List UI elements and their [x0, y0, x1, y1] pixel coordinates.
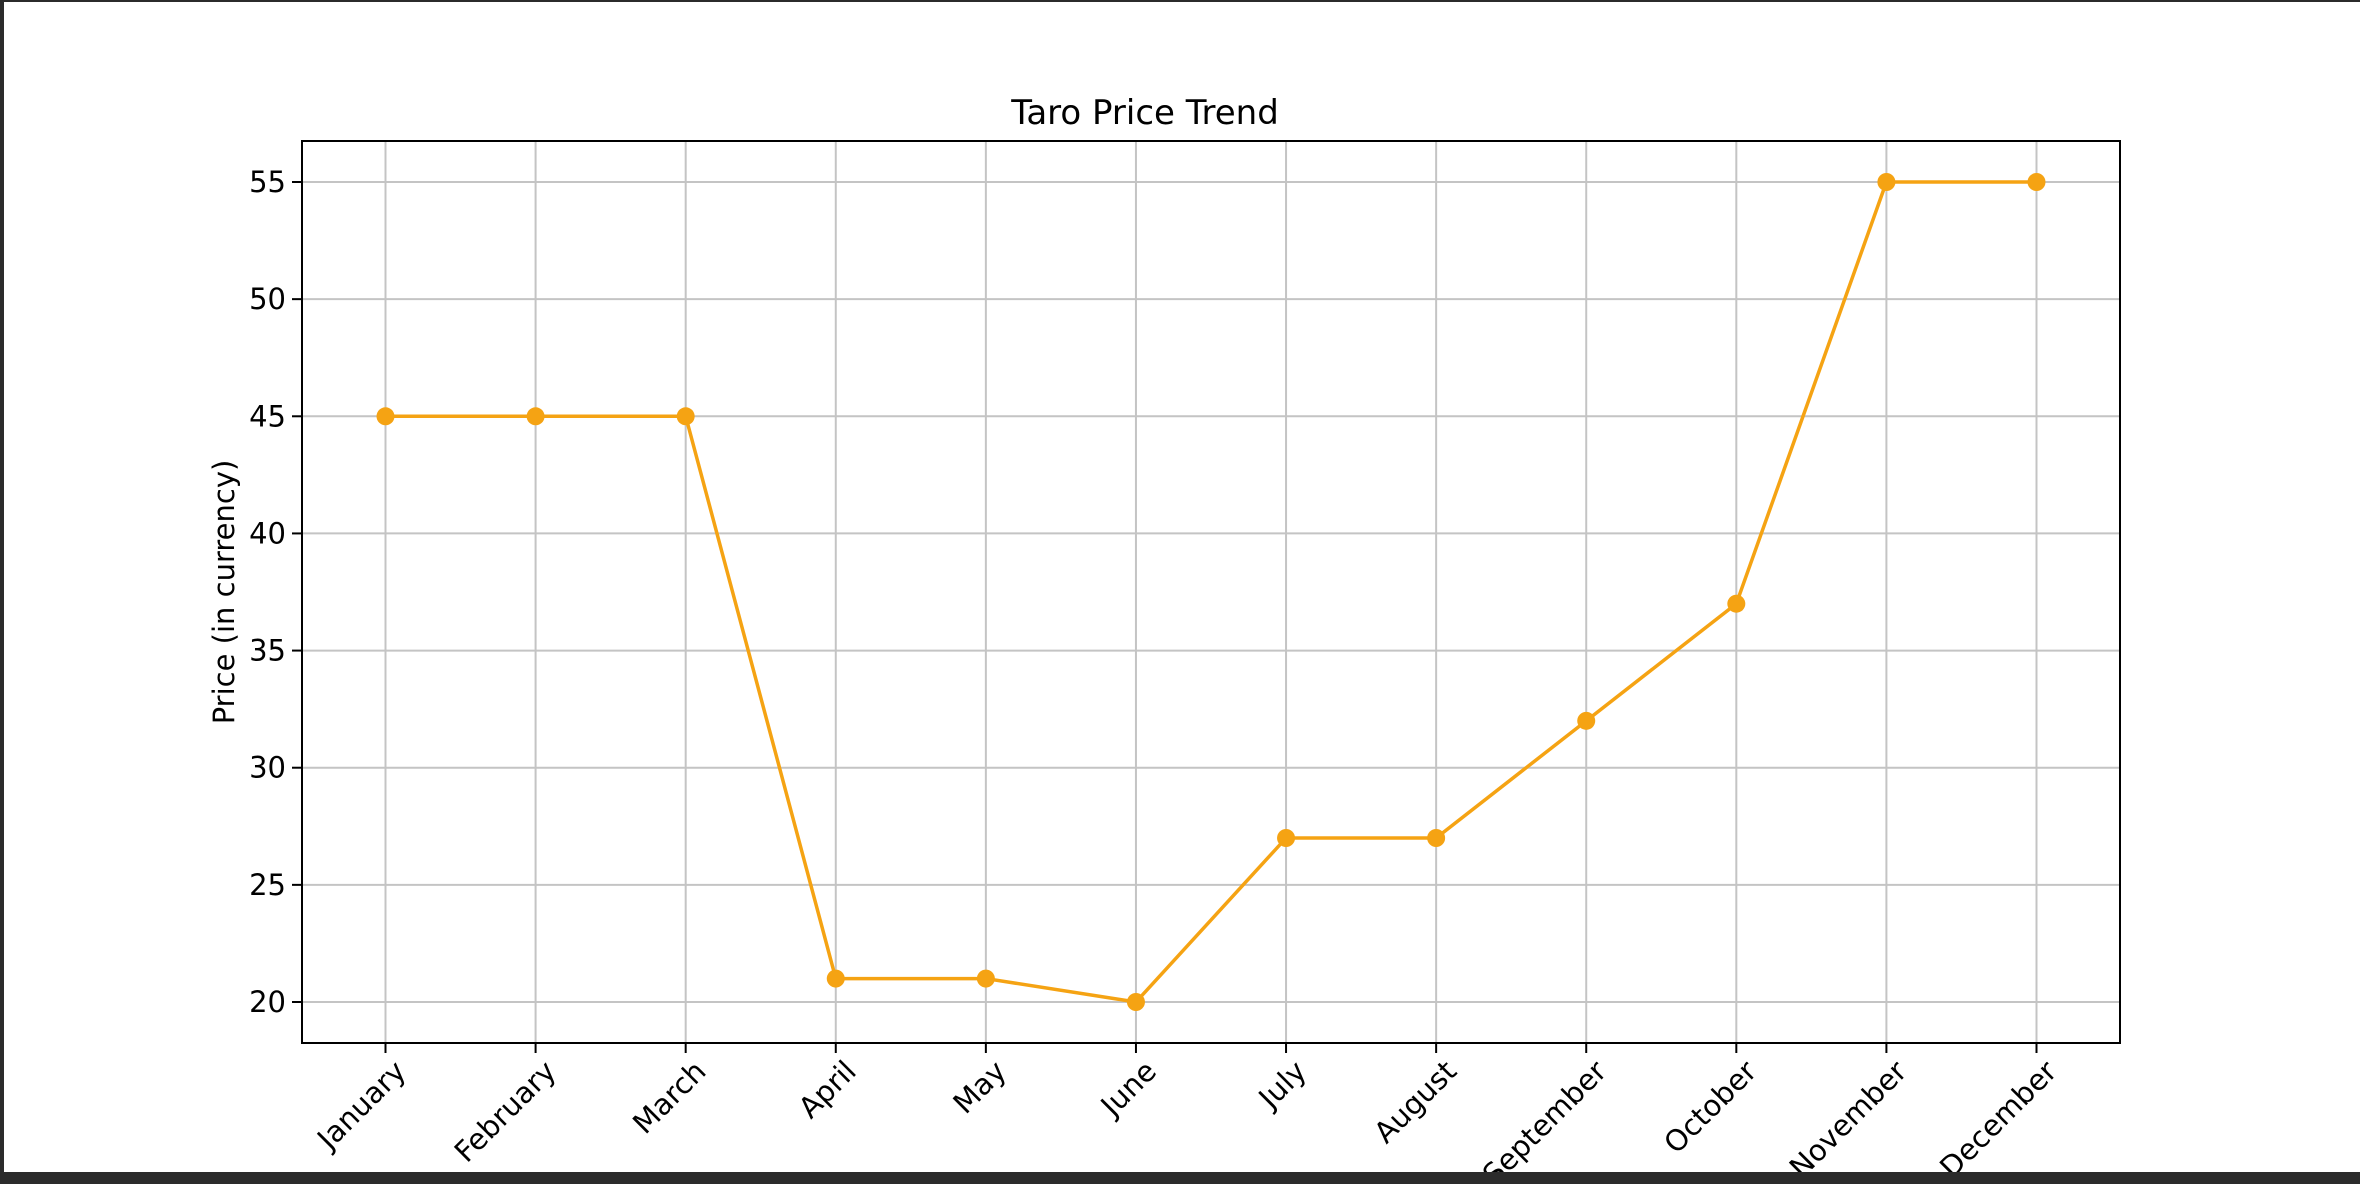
- data-point: [1427, 829, 1446, 847]
- chart-figure: Taro Price Trend January February March Apr…: [4, 2, 2360, 1172]
- y-tick-label: 45: [249, 399, 286, 433]
- grid-lines: [302, 141, 2120, 1043]
- x-tick-label: December: [1933, 1054, 2063, 1172]
- data-point: [376, 407, 395, 426]
- plot-frame: [301, 140, 2121, 1044]
- x-tick-label: October: [1657, 1054, 1763, 1160]
- data-point: [1877, 173, 1896, 191]
- data-point: [676, 407, 695, 426]
- x-tick-label: June: [1093, 1054, 1163, 1124]
- x-tick-label: April: [792, 1054, 863, 1125]
- y-tick-label: 20: [249, 985, 286, 1019]
- x-tick-label: February: [448, 1054, 563, 1169]
- chart-title: Taro Price Trend: [1010, 93, 1279, 133]
- data-point: [2027, 173, 2046, 191]
- x-tick-label: March: [626, 1054, 713, 1141]
- y-axis-ticks: 20 25 30 35 40 45 50 55: [249, 165, 302, 1019]
- y-tick-label: 55: [249, 165, 286, 199]
- x-tick-label: September: [1476, 1054, 1613, 1172]
- x-tick-label: January: [309, 1054, 412, 1157]
- series-layer: [376, 173, 2046, 1011]
- y-tick-label: 35: [249, 634, 286, 668]
- data-point: [1727, 594, 1746, 613]
- x-tick-label: November: [1783, 1054, 1914, 1172]
- data-point: [1126, 993, 1145, 1011]
- x-tick-label: May: [946, 1054, 1012, 1120]
- series-line: [385, 180, 2037, 1004]
- data-point: [526, 407, 545, 426]
- y-tick-label: 50: [249, 282, 286, 316]
- y-tick-label: 30: [249, 751, 286, 785]
- x-axis-ticks: January February March April May June July Augu…: [309, 1043, 2063, 1172]
- data-point: [1577, 711, 1596, 730]
- y-tick-label: 40: [249, 516, 286, 550]
- x-tick-label: July: [1251, 1054, 1313, 1116]
- x-tick-label: August: [1367, 1054, 1463, 1150]
- data-point: [976, 969, 995, 988]
- data-point: [826, 969, 845, 988]
- chart-canvas: Taro Price Trend January February March Apr…: [207, 93, 2121, 1172]
- y-tick-label: 25: [249, 868, 286, 902]
- data-point: [1277, 829, 1296, 847]
- y-axis-label: Price (in currency): [207, 460, 241, 725]
